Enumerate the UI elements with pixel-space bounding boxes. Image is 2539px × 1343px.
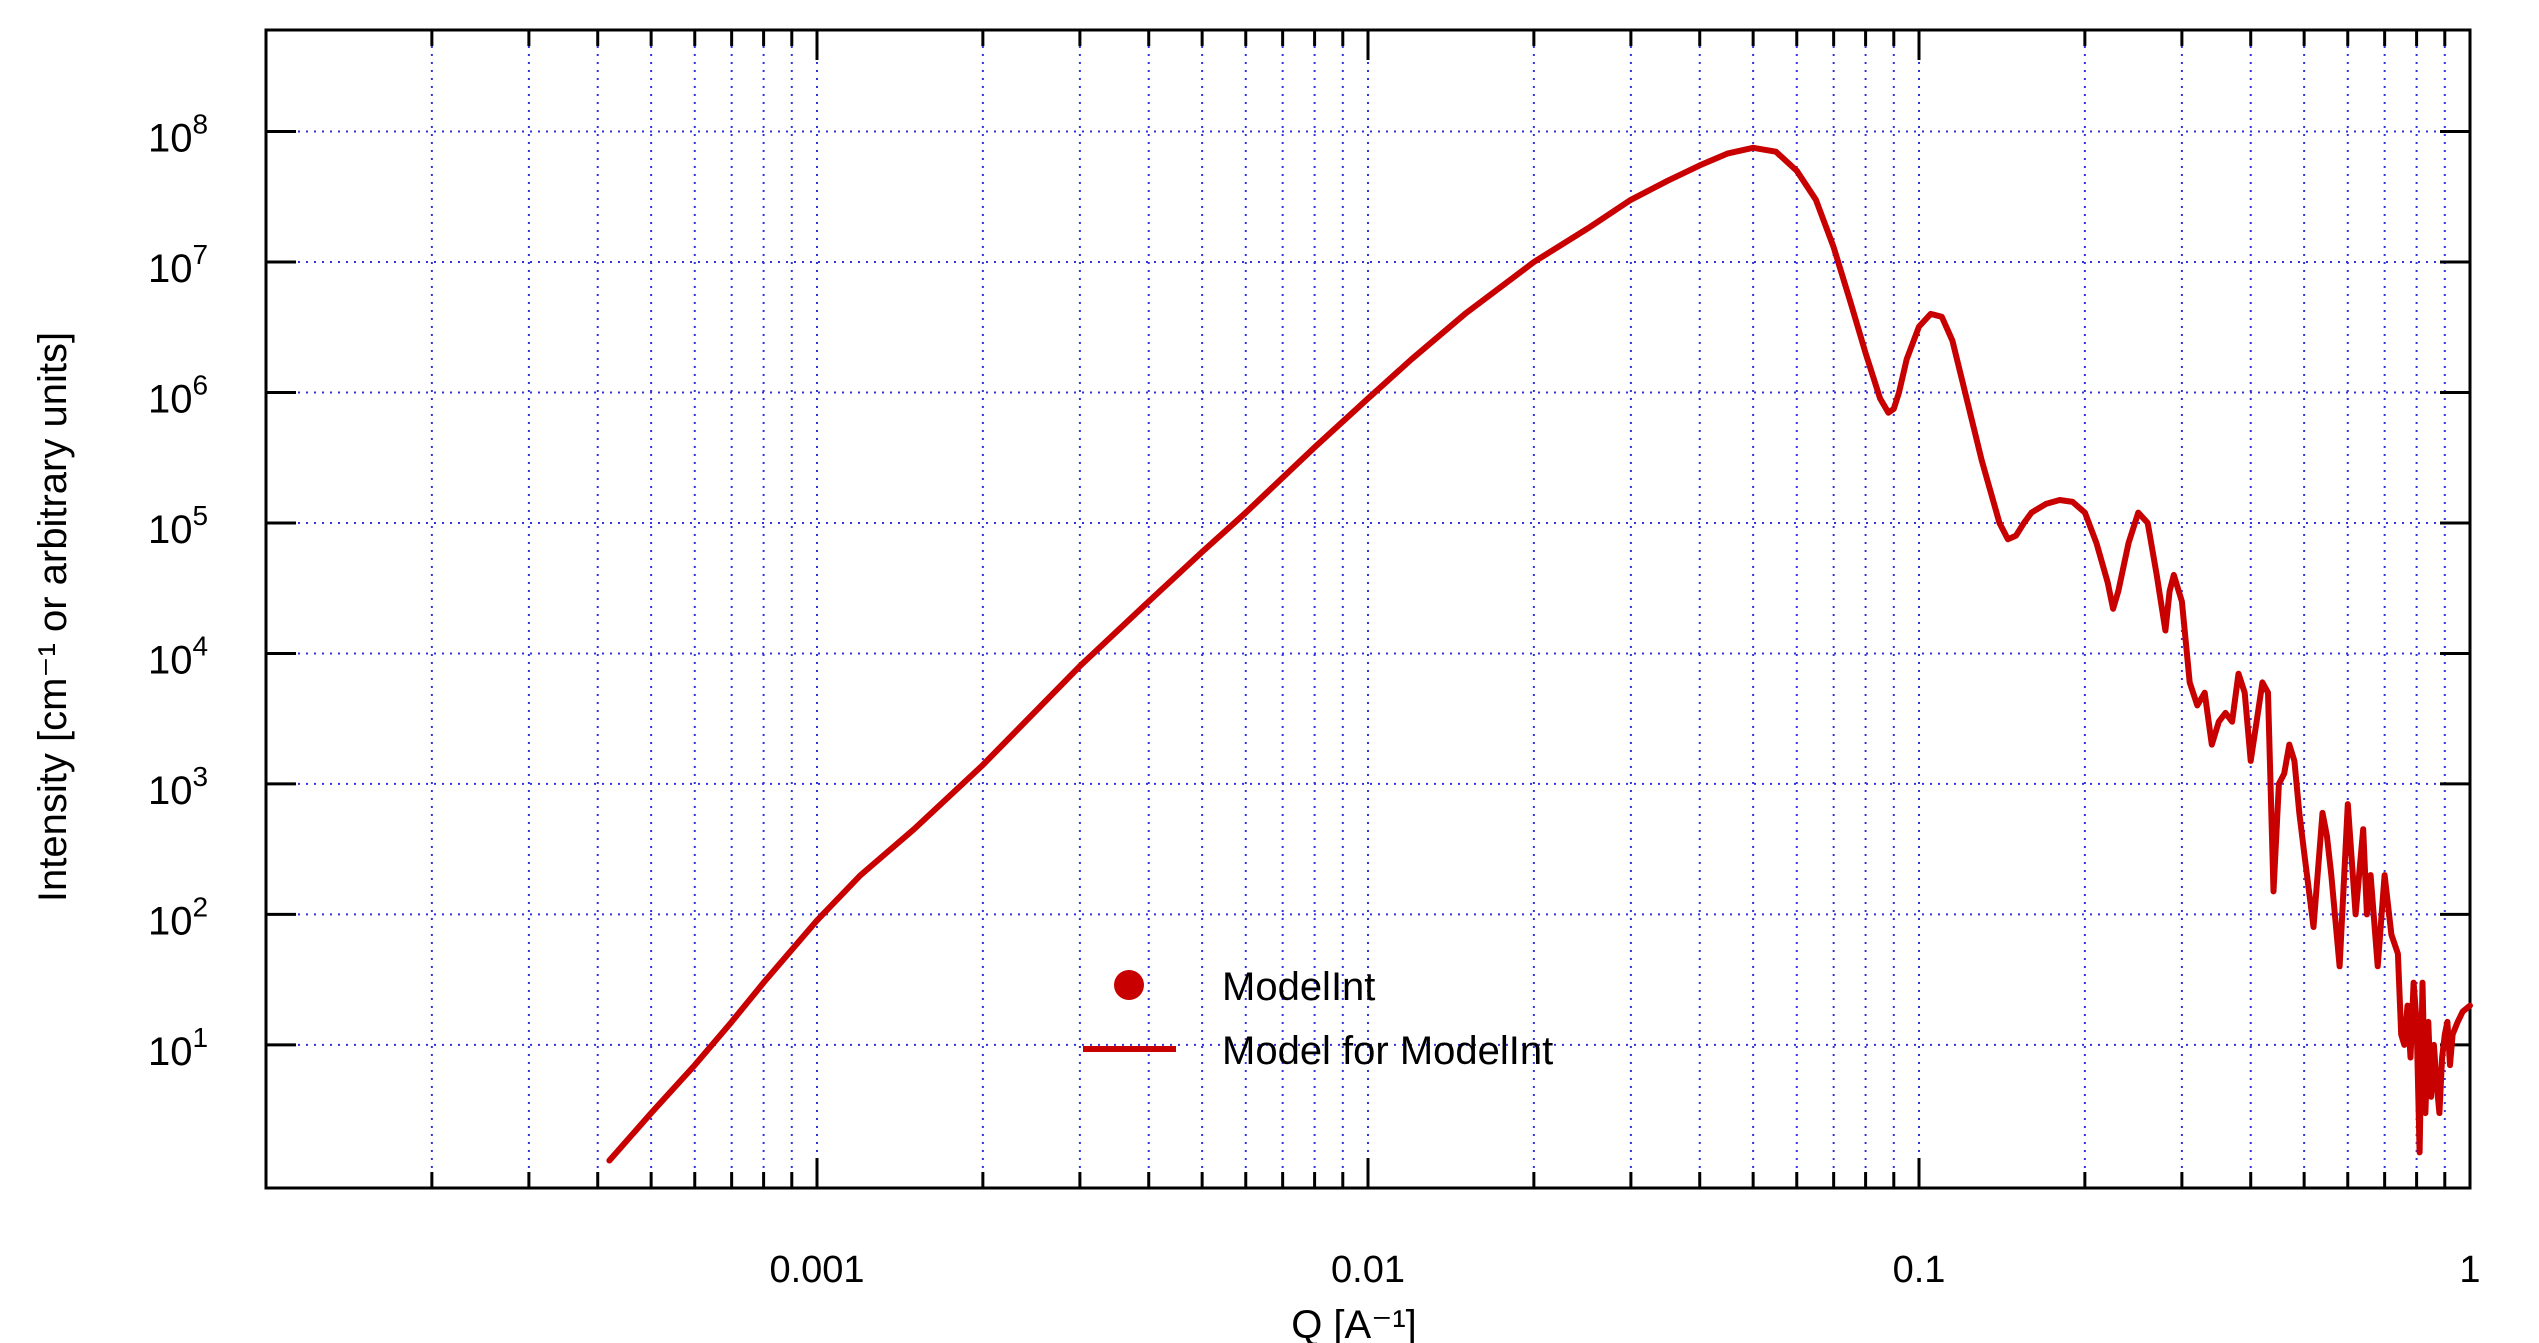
legend-marker-modelint: [1114, 970, 1144, 1000]
legend-label-model-for-modelint: Model for ModelInt: [1222, 1029, 1553, 1073]
legend-label-modelint: ModelInt: [1222, 965, 1375, 1009]
y-tick-label: 107: [148, 239, 208, 291]
x-tick-label: 0.001: [769, 1249, 864, 1291]
y-tick-label: 104: [148, 630, 208, 682]
x-tick-labels: 0.001 0.01 0.1 1: [769, 1249, 2480, 1291]
y-axis-title: Intensity [cm⁻¹ or arbitrary units]: [31, 332, 75, 902]
x-tick-label: 0.1: [1893, 1249, 1946, 1291]
y-tick-label: 106: [148, 369, 208, 421]
y-tick-label: 108: [148, 109, 208, 161]
grid-lines: [266, 30, 2470, 1188]
x-tick-label: 0.01: [1331, 1249, 1405, 1291]
x-tick-label: 1: [2459, 1249, 2480, 1291]
y-tick-label: 102: [148, 891, 208, 943]
series-layer: [606, 144, 2473, 1164]
y-tick-labels: 101 102 103 104 105 106 107 108: [148, 109, 208, 1074]
axis-ticks: [264, 30, 2472, 1188]
legend: ModelInt Model for ModelInt: [1083, 965, 1553, 1073]
y-tick-label: 101: [148, 1022, 208, 1074]
y-tick-label: 103: [148, 761, 208, 813]
x-axis-title: Q [A⁻¹]: [1291, 1303, 1417, 1343]
series-line-model-for-modelint: [606, 144, 2473, 1164]
y-tick-label: 105: [148, 500, 208, 552]
